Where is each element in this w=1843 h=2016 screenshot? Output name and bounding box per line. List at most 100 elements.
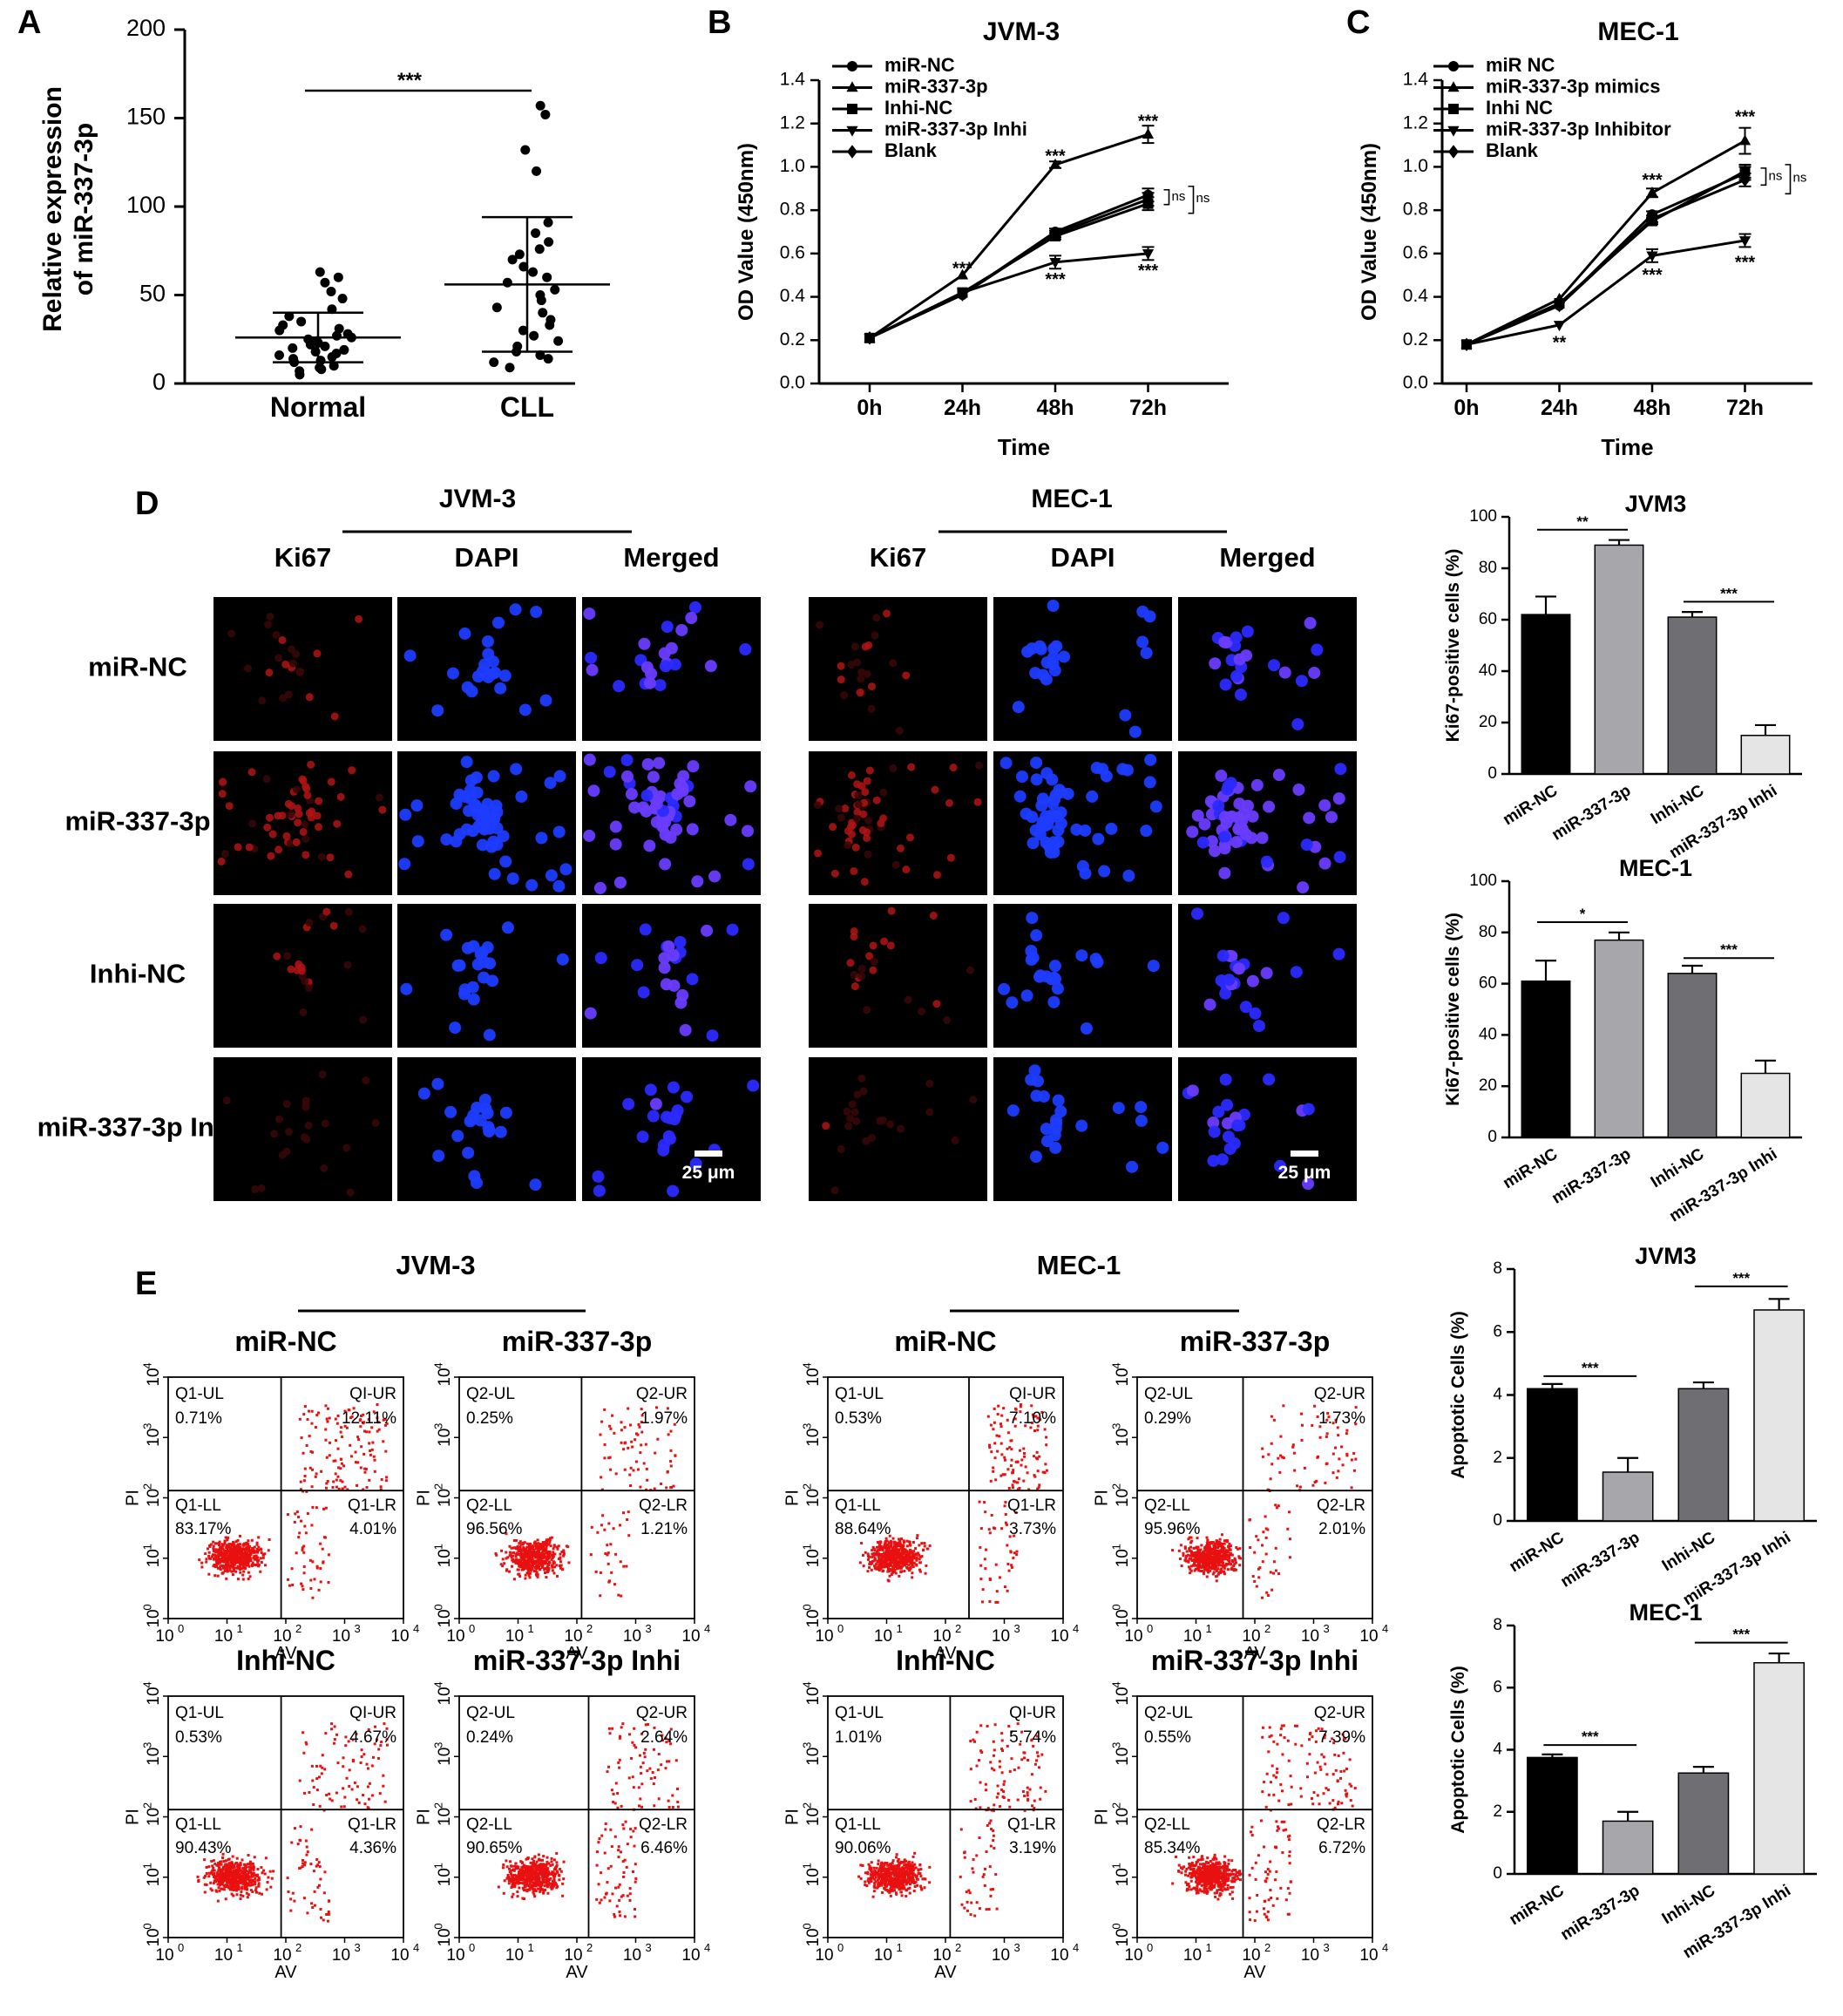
event-dot bbox=[1039, 1418, 1042, 1422]
cell-nucleus bbox=[1260, 855, 1273, 868]
event-dot bbox=[911, 1540, 915, 1544]
event-dot bbox=[1026, 1471, 1029, 1475]
event-dot bbox=[644, 1442, 647, 1446]
cell-nucleus bbox=[287, 965, 295, 974]
event-dot bbox=[601, 1514, 605, 1517]
event-dot bbox=[234, 1561, 237, 1565]
event-dot bbox=[256, 1560, 260, 1564]
event-dot bbox=[1218, 1558, 1222, 1562]
event-dot bbox=[526, 1554, 530, 1558]
event-dot bbox=[1036, 1429, 1040, 1432]
event-dot bbox=[1264, 1515, 1267, 1518]
data-point bbox=[538, 308, 548, 318]
quadrant-label-ll: Q1-LL bbox=[835, 1497, 881, 1515]
cell-nucleus bbox=[298, 775, 307, 784]
event-dot bbox=[545, 1542, 549, 1545]
cell-nucleus bbox=[659, 660, 672, 673]
y-tick-label: 10 bbox=[1114, 1489, 1132, 1507]
event-dot bbox=[1262, 1531, 1265, 1534]
event-dot bbox=[1027, 1488, 1031, 1491]
event-dot bbox=[621, 1511, 625, 1515]
event-dot bbox=[249, 1878, 253, 1882]
cell-nucleus bbox=[1209, 845, 1222, 858]
event-dot bbox=[1324, 1481, 1327, 1484]
event-dot bbox=[1009, 1550, 1013, 1553]
bar bbox=[1667, 973, 1718, 1138]
event-dot bbox=[984, 1510, 987, 1514]
cell-nucleus bbox=[625, 788, 638, 801]
x-tick-label: 10 bbox=[932, 1627, 951, 1646]
x-category-label: miR-NC bbox=[1506, 1529, 1567, 1577]
event-dot bbox=[905, 1539, 909, 1543]
event-dot bbox=[527, 1571, 531, 1575]
event-dot bbox=[912, 1557, 916, 1560]
event-dot bbox=[251, 1551, 254, 1554]
cell-nucleus bbox=[326, 853, 335, 862]
y-tick-label: 0.2 bbox=[1403, 329, 1428, 350]
x-tick-label: 10 bbox=[1359, 1627, 1378, 1646]
cell-nucleus bbox=[846, 959, 855, 967]
cell-nucleus bbox=[284, 690, 293, 699]
event-dot bbox=[247, 1854, 250, 1857]
event-dot bbox=[529, 1554, 532, 1558]
y-tick-label: 2 bbox=[1493, 1802, 1502, 1821]
cell-nucleus bbox=[1040, 970, 1054, 983]
event-dot bbox=[515, 1558, 518, 1561]
event-dot bbox=[1334, 1418, 1338, 1422]
event-dot bbox=[227, 1875, 230, 1878]
event-dot bbox=[248, 1555, 252, 1558]
event-dot bbox=[518, 1545, 522, 1549]
event-dot bbox=[302, 1544, 306, 1548]
event-dot bbox=[1197, 1569, 1201, 1572]
marker-triangle-down bbox=[1447, 126, 1460, 137]
event-dot bbox=[213, 1869, 216, 1872]
event-dot bbox=[525, 1571, 529, 1575]
event-dot bbox=[499, 1563, 503, 1566]
event-dot bbox=[385, 1476, 389, 1479]
event-dot bbox=[221, 1559, 225, 1563]
event-dot bbox=[234, 1886, 237, 1890]
cell-nucleus bbox=[510, 763, 523, 776]
cell-nucleus bbox=[355, 614, 363, 623]
event-dot bbox=[878, 1554, 882, 1558]
event-dot bbox=[510, 1565, 513, 1568]
event-dot bbox=[907, 1567, 911, 1571]
event-dot bbox=[238, 1877, 241, 1881]
cell-nucleus bbox=[870, 957, 878, 966]
panel-letter-c: C bbox=[1346, 4, 1370, 41]
event-dot bbox=[227, 1558, 230, 1562]
bar bbox=[1667, 616, 1718, 775]
event-dot bbox=[210, 1859, 213, 1863]
cell-nucleus bbox=[553, 770, 566, 783]
event-dot bbox=[1209, 1549, 1213, 1552]
event-dot bbox=[888, 1574, 891, 1578]
cell-nucleus bbox=[1021, 645, 1034, 658]
event-dot bbox=[315, 1506, 318, 1510]
y-tick-label: 0 bbox=[1493, 1864, 1502, 1883]
event-dot bbox=[909, 1565, 912, 1569]
event-dot bbox=[871, 1545, 875, 1549]
cell-nucleus bbox=[668, 658, 681, 671]
event-dot bbox=[326, 1407, 329, 1410]
event-dot bbox=[896, 1559, 899, 1563]
event-dot bbox=[907, 1540, 911, 1544]
event-dot bbox=[613, 1431, 616, 1435]
cell-nucleus bbox=[1250, 778, 1264, 791]
event-dot bbox=[518, 1869, 522, 1872]
event-dot bbox=[559, 1564, 563, 1567]
cell-nucleus bbox=[1207, 1116, 1220, 1129]
event-dot bbox=[235, 1870, 239, 1874]
event-dot bbox=[905, 1554, 909, 1558]
event-dot bbox=[874, 1565, 877, 1569]
event-dot bbox=[634, 1438, 637, 1442]
event-dot bbox=[240, 1553, 243, 1557]
event-dot bbox=[342, 1787, 345, 1790]
event-dot bbox=[1233, 1562, 1237, 1565]
cell-nucleus bbox=[1070, 823, 1083, 836]
event-dot bbox=[1211, 1541, 1215, 1544]
event-dot bbox=[531, 1550, 534, 1553]
event-dot bbox=[322, 1560, 325, 1564]
event-dot bbox=[234, 1551, 238, 1555]
cell-nucleus bbox=[1015, 770, 1028, 783]
event-dot bbox=[1006, 1447, 1009, 1450]
